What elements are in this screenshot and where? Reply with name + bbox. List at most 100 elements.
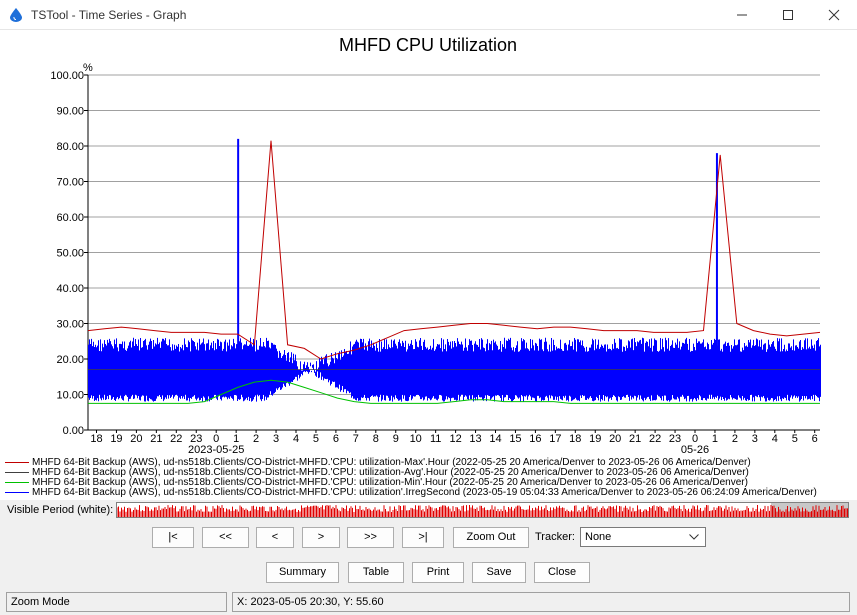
- chart-title: MHFD CPU Utilization: [339, 35, 517, 55]
- x-tick-label: 10: [410, 433, 422, 445]
- minimize-icon: [737, 14, 747, 16]
- print-button[interactable]: Print: [412, 562, 464, 583]
- x-tick-label: 3: [273, 433, 279, 445]
- legend-label: MHFD 64-Bit Backup (AWS), ud-ns518b.Clie…: [32, 487, 817, 498]
- close-button[interactable]: Close: [534, 562, 590, 583]
- x-tick-label: 5: [792, 433, 798, 445]
- save-button[interactable]: Save: [472, 562, 526, 583]
- legend-label: MHFD 64-Bit Backup (AWS), ud-ns518b.Clie…: [32, 477, 748, 488]
- zoom-out-button[interactable]: Zoom Out: [453, 527, 529, 548]
- maximize-icon: [783, 10, 793, 20]
- x-tick-label: 15: [509, 433, 521, 445]
- x-date-label: 05-26: [681, 444, 709, 456]
- page-back-button[interactable]: <<: [202, 527, 249, 548]
- series-max-line: [87, 140, 821, 360]
- x-tick-label: 0: [692, 433, 698, 445]
- table-button[interactable]: Table: [348, 562, 404, 583]
- x-tick-label: 9: [393, 433, 399, 445]
- x-tick-label: 18: [569, 433, 581, 445]
- x-tick-label: 4: [293, 433, 299, 445]
- back-button[interactable]: <: [256, 527, 294, 548]
- y-tick-label: 30.00: [56, 319, 84, 331]
- y-tick-label: 70.00: [56, 177, 84, 189]
- x-tick-label: 1: [233, 433, 239, 445]
- x-tick-label: 22: [649, 433, 661, 445]
- x-tick-label: 21: [629, 433, 641, 445]
- y-axis-label: %: [83, 62, 93, 74]
- x-tick-label: 21: [150, 433, 162, 445]
- legend-item-avg: MHFD 64-Bit Backup (AWS), ud-ns518b.Clie…: [5, 468, 749, 478]
- chevron-down-icon: [689, 534, 699, 540]
- title-bar: TSTool - Time Series - Graph: [0, 0, 857, 30]
- x-tick-label: 0: [213, 433, 219, 445]
- summary-button[interactable]: Summary: [266, 562, 339, 583]
- x-tick-label: 19: [589, 433, 601, 445]
- visible-period-overview: [117, 503, 848, 517]
- y-tick-label: 90.00: [56, 106, 84, 118]
- last-button[interactable]: >|: [402, 527, 444, 548]
- x-tick-label: 2: [732, 433, 738, 445]
- close-icon: [828, 9, 840, 21]
- legend-swatch: [5, 461, 29, 463]
- tracker-value: None: [585, 531, 612, 543]
- x-tick-label: 12: [449, 433, 461, 445]
- x-tick-label: 23: [190, 433, 202, 445]
- x-tick-label: 19: [110, 433, 122, 445]
- x-tick-label: 23: [669, 433, 681, 445]
- legend: MHFD 64-Bit Backup (AWS), ud-ns518b.Clie…: [0, 456, 857, 500]
- x-tick-label: 18: [90, 433, 102, 445]
- x-date-label: 2023-05-25: [188, 444, 244, 456]
- visible-period-trace: [117, 505, 848, 517]
- legend-item-min: MHFD 64-Bit Backup (AWS), ud-ns518b.Clie…: [5, 478, 748, 488]
- x-tick-label: 8: [373, 433, 379, 445]
- forward-button[interactable]: >: [302, 527, 340, 548]
- first-button[interactable]: |<: [152, 527, 194, 548]
- y-tick-label: 10.00: [56, 390, 84, 402]
- y-tick-label: 0.00: [63, 425, 84, 437]
- minimize-button[interactable]: [719, 0, 765, 30]
- x-tick-label: 11: [430, 433, 441, 445]
- series-min-line: [88, 379, 820, 404]
- legend-item-max: MHFD 64-Bit Backup (AWS), ud-ns518b.Clie…: [5, 458, 751, 468]
- x-tick-label: 2: [253, 433, 259, 445]
- tracker-select[interactable]: None: [580, 527, 706, 547]
- legend-swatch: [5, 481, 29, 483]
- time-series-chart[interactable]: MHFD CPU Utilization% 0.00 10.00 20.00 30.00…: [0, 30, 857, 456]
- status-mode: Zoom Mode: [6, 592, 227, 612]
- y-tick-label: 50.00: [56, 248, 84, 260]
- visible-period-label: Visible Period (white):: [7, 504, 114, 516]
- x-tick-label: 4: [772, 433, 778, 445]
- x-tick-label: 6: [333, 433, 339, 445]
- water-drop-icon: [10, 8, 22, 22]
- x-tick-label: 7: [353, 433, 359, 445]
- x-tick-label: 20: [609, 433, 621, 445]
- y-tick-label: 40.00: [56, 283, 84, 295]
- y-tick-label: 60.00: [56, 212, 84, 224]
- maximize-button[interactable]: [765, 0, 811, 30]
- y-tick-label: 100.00: [50, 70, 84, 82]
- legend-swatch: [5, 491, 29, 493]
- window-title: TSTool - Time Series - Graph: [31, 8, 187, 22]
- y-tick-label: 20.00: [56, 354, 84, 366]
- legend-item-raw: MHFD 64-Bit Backup (AWS), ud-ns518b.Clie…: [5, 488, 817, 498]
- x-tick-label: 6: [812, 433, 818, 445]
- visible-period-bar[interactable]: [116, 502, 849, 518]
- x-tick-label: 5: [313, 433, 319, 445]
- x-tick-label: 14: [489, 433, 501, 445]
- legend-swatch: [5, 471, 29, 473]
- x-tick-label: 22: [170, 433, 182, 445]
- page-forward-button[interactable]: >>: [347, 527, 394, 548]
- close-window-button[interactable]: [811, 0, 857, 30]
- x-tick-label: 13: [469, 433, 481, 445]
- graph-panel[interactable]: MHFD CPU Utilization% 0.00 10.00 20.00 30.00…: [0, 30, 857, 456]
- status-coordinates: X: 2023-05-05 20:30, Y: 55.60: [232, 592, 850, 612]
- y-tick-label: 80.00: [56, 141, 84, 153]
- x-tick-label: 16: [529, 433, 541, 445]
- tracker-label: Tracker:: [535, 531, 575, 543]
- legend-label: MHFD 64-Bit Backup (AWS), ud-ns518b.Clie…: [32, 457, 751, 468]
- x-tick-label: 20: [130, 433, 142, 445]
- x-tick-label: 3: [752, 433, 758, 445]
- x-tick-label: 1: [712, 433, 718, 445]
- legend-label: MHFD 64-Bit Backup (AWS), ud-ns518b.Clie…: [32, 467, 749, 478]
- x-tick-label: 17: [549, 433, 561, 445]
